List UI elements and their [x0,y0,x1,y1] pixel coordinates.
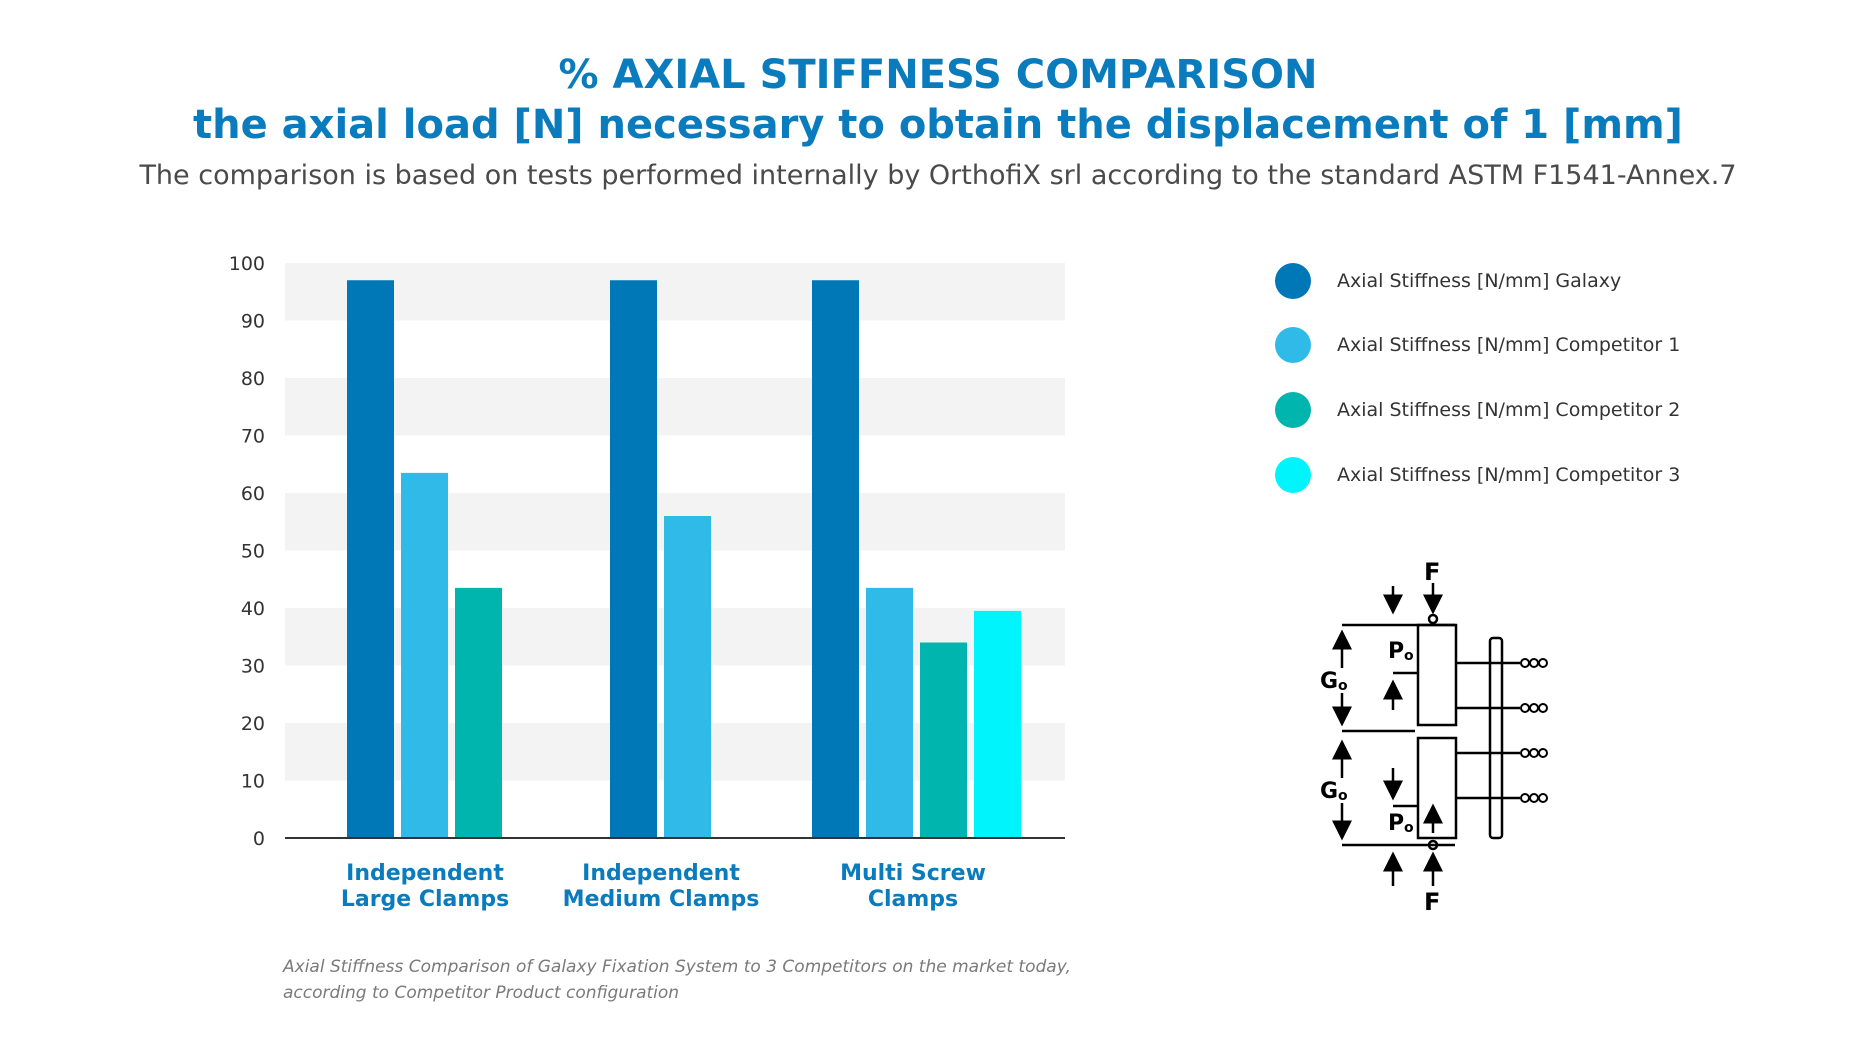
y-tick-label: 40 [241,598,265,620]
force-label-bottom: F [1424,888,1440,916]
chart-title-line-2: the axial load [N] necessary to obtain t… [193,102,1683,148]
grid-band [285,378,1065,436]
bar [610,280,657,838]
footnote-line-2: according to Competitor Product configur… [283,983,680,1003]
y-tick-label: 80 [241,368,265,390]
y-tick-label: 0 [253,828,265,850]
category-label: Independent [582,861,740,886]
y-tick-label: 100 [229,253,265,275]
category-label: Large Clamps [341,887,509,912]
footnote-line-1: Axial Stiffness Comparison of Galaxy Fix… [283,957,1071,977]
bar [664,516,711,838]
pin-label-upper-sub: o [1404,648,1414,664]
axial-load-test-diagram: F F G o G o P o P o [1320,558,1548,916]
legend-label: Axial Stiffness [N/mm] Competitor 3 [1337,464,1681,486]
legend-swatch [1275,457,1311,493]
bar [920,642,967,838]
legend-label: Axial Stiffness [N/mm] Competitor 2 [1337,399,1681,421]
bar [347,280,394,838]
y-tick-label: 10 [241,771,265,793]
category-label: Multi Screw [840,861,986,886]
gap-label-upper: G [1320,669,1338,694]
bars [347,280,1021,838]
category-label: Medium Clamps [563,887,760,912]
gap-label-upper-sub: o [1338,678,1348,694]
y-tick-label: 90 [241,311,265,333]
pin-label-upper: P [1388,639,1404,664]
pin-label-lower: P [1388,811,1404,836]
bar [401,472,448,838]
y-tick-label: 60 [241,483,265,505]
legend-label: Axial Stiffness [N/mm] Competitor 1 [1337,334,1681,356]
pin-label-lower-sub: o [1404,820,1414,836]
y-axis-ticks: 0 10 20 30 40 50 60 70 80 90 100 [229,253,265,850]
bar [866,587,913,838]
legend-swatch [1275,263,1311,299]
chart-subtitle: The comparison is based on tests perform… [139,160,1737,191]
category-label: Clamps [868,887,958,912]
y-tick-label: 70 [241,426,265,448]
grid-band [285,263,1065,321]
y-tick-label: 20 [241,713,265,735]
y-tick-label: 50 [241,541,265,563]
gap-label-lower-sub: o [1338,788,1348,804]
chart-title: % AXIAL STIFFNESS COMPARISON [558,52,1318,98]
legend-swatch [1275,392,1311,428]
category-label: Independent [346,861,504,886]
force-label-top: F [1424,558,1440,586]
legend-label: Axial Stiffness [N/mm] Galaxy [1337,270,1622,292]
bar [812,280,859,838]
y-tick-label: 30 [241,656,265,678]
legend-swatch [1275,327,1311,363]
bar [455,587,502,838]
gap-label-lower: G [1320,779,1338,804]
bar [974,610,1021,838]
